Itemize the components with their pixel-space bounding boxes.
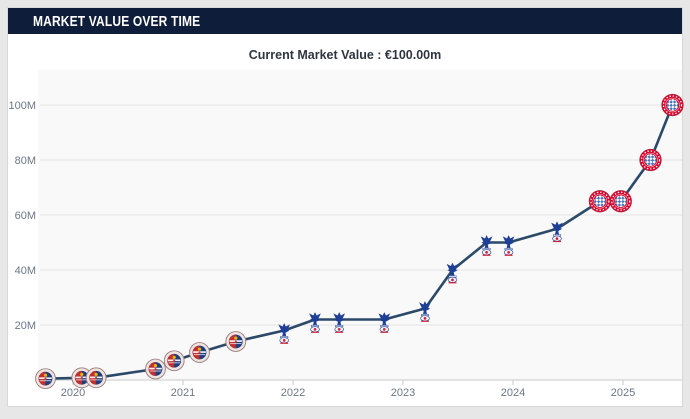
x-axis-label-2020: 2020: [61, 387, 85, 399]
data-point-reading-fc-crest-icon[interactable]: [225, 331, 247, 352]
x-axis-label-2025: 2025: [611, 387, 635, 399]
data-point-bayern-munich-crest-icon[interactable]: [588, 189, 612, 213]
current-market-value-label: Current Market Value : €100.00m: [248, 48, 442, 62]
data-point-bayern-munich-crest-icon[interactable]: [639, 148, 662, 172]
data-point-bayern-munich-crest-icon[interactable]: [661, 93, 684, 117]
y-axis-label-100M: 100M: [8, 100, 36, 112]
panel-header: MARKET VALUE OVER TIME: [8, 8, 682, 34]
y-axis-label-20M: 20M: [15, 320, 36, 332]
x-axis-label-2023: 2023: [391, 387, 415, 399]
market-value-panel: MARKET VALUE OVER TIME Current Market Va…: [7, 7, 684, 407]
y-axis-label-60M: 60M: [15, 210, 36, 222]
plot-background: [38, 70, 682, 380]
y-axis-label-40M: 40M: [15, 265, 36, 277]
data-point-reading-fc-crest-icon[interactable]: [35, 368, 56, 390]
panel-title: MARKET VALUE OVER TIME: [33, 12, 201, 30]
y-axis-label-80M: 80M: [15, 155, 36, 167]
data-point-reading-fc-crest-icon[interactable]: [163, 350, 185, 372]
data-point-reading-fc-crest-icon[interactable]: [85, 367, 107, 389]
data-point-reading-fc-crest-icon[interactable]: [189, 342, 210, 363]
data-point-reading-fc-crest-icon[interactable]: [145, 358, 166, 380]
x-axis-label-2024: 2024: [501, 387, 525, 399]
x-axis-label-2021: 2021: [171, 387, 195, 399]
data-point-bayern-munich-crest-icon[interactable]: [609, 189, 633, 213]
x-axis-label-2022: 2022: [281, 387, 305, 399]
